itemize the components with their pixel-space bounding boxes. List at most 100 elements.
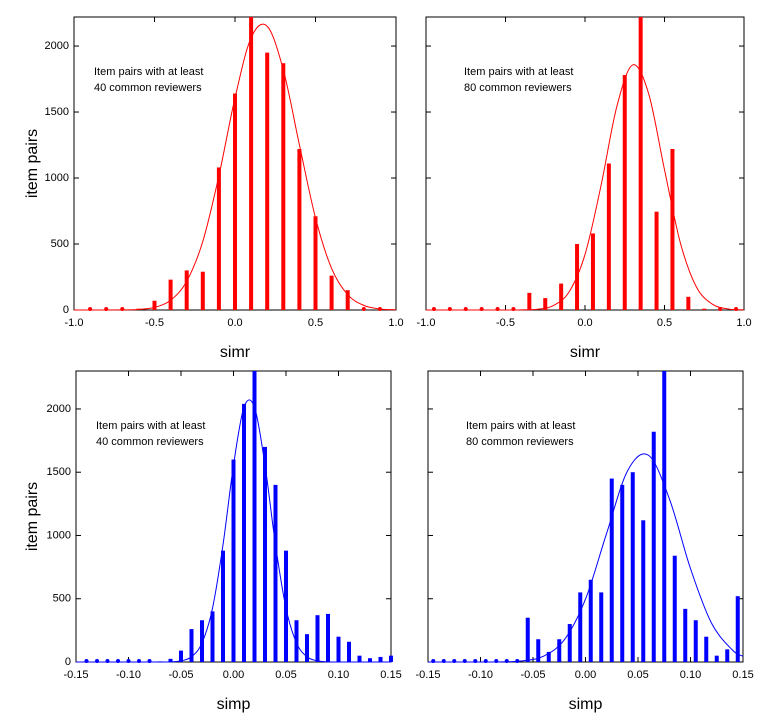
bar xyxy=(567,624,572,662)
annotation: Item pairs with at least xyxy=(464,66,573,78)
bar xyxy=(578,592,583,662)
annotation: 40 common reviewers xyxy=(96,436,204,448)
bar xyxy=(347,641,351,662)
y-tick-label: 1500 xyxy=(47,466,71,478)
annotation: 80 common reviewers xyxy=(466,436,574,448)
x-tick-label: 0.0 xyxy=(227,317,242,329)
bar xyxy=(233,93,237,310)
x-tick-label: 0.5 xyxy=(657,317,672,329)
y-axis-title: item pairs xyxy=(24,129,41,198)
bar xyxy=(345,290,350,310)
y-tick-label: 500 xyxy=(53,593,71,605)
fit-curve xyxy=(76,399,391,663)
bar xyxy=(200,271,205,310)
bar xyxy=(590,233,595,310)
x-tick-label: -0.5 xyxy=(496,317,515,329)
x-tick-label: 0.5 xyxy=(308,317,323,329)
bar xyxy=(683,608,688,662)
bar xyxy=(654,211,659,310)
x-axis-title: simp xyxy=(217,696,251,713)
bar xyxy=(336,636,341,662)
x-tick-label: 0.0 xyxy=(577,317,592,329)
x-axis-title: simp xyxy=(569,696,603,713)
y-tick-label: 500 xyxy=(51,238,69,250)
annotation: 80 common reviewers xyxy=(464,82,572,94)
bar xyxy=(606,163,611,310)
x-tick-label: -1.0 xyxy=(65,317,84,329)
annotation: Item pairs with at least xyxy=(94,66,203,78)
bar xyxy=(641,520,646,662)
y-tick-label: 0 xyxy=(63,304,69,316)
bar xyxy=(389,655,393,662)
bar xyxy=(525,617,530,662)
bar xyxy=(559,283,564,310)
bar xyxy=(216,167,221,310)
bar xyxy=(704,636,709,662)
bar xyxy=(221,550,225,662)
x-tick-label: 0.00 xyxy=(575,669,596,681)
bar xyxy=(557,639,562,662)
bar xyxy=(378,656,383,662)
bar xyxy=(252,371,257,662)
x-axis-title: simr xyxy=(220,344,251,361)
fit-curve xyxy=(428,453,744,663)
bar xyxy=(200,620,204,662)
bar xyxy=(620,484,625,662)
x-tick-label: -0.05 xyxy=(168,669,193,681)
fit-curve xyxy=(426,64,745,311)
x-tick-label: -0.05 xyxy=(520,669,545,681)
bar xyxy=(281,63,286,310)
bar xyxy=(672,555,677,662)
bar xyxy=(242,403,246,662)
panel: -0.15 -0.10 -0.05 0.00 0.05 0.10 0.15 Item pair… xyxy=(415,370,754,713)
annotation: Item pairs with at least xyxy=(96,420,205,432)
bar xyxy=(249,17,254,310)
y-tick-label: 2000 xyxy=(45,40,69,52)
x-tick-label: -0.10 xyxy=(116,669,141,681)
x-tick-label: 0.00 xyxy=(223,669,244,681)
x-tick-label: -0.5 xyxy=(145,317,164,329)
bar xyxy=(361,307,366,311)
bar xyxy=(651,431,656,662)
x-tick-label: 0.10 xyxy=(680,669,701,681)
bar xyxy=(735,596,740,662)
y-tick-label: 2000 xyxy=(47,403,71,415)
bar xyxy=(546,651,551,662)
y-tick-label: 0 xyxy=(65,656,71,668)
y-tick-label: 1000 xyxy=(47,529,71,541)
bar xyxy=(686,296,691,310)
fit-curve xyxy=(74,23,397,311)
bar xyxy=(315,615,320,662)
bar xyxy=(725,649,730,662)
bar xyxy=(702,308,707,310)
bar xyxy=(622,75,627,310)
plot-frame xyxy=(425,16,745,311)
bar xyxy=(734,307,739,311)
annotation: Item pairs with at least xyxy=(466,420,575,432)
x-tick-label: -0.15 xyxy=(63,669,88,681)
bar xyxy=(368,658,372,662)
bar xyxy=(543,298,548,310)
y-tick-label: 1500 xyxy=(45,106,69,118)
bar xyxy=(168,279,173,310)
bar xyxy=(168,658,173,662)
bar xyxy=(527,292,532,310)
bar xyxy=(536,639,541,662)
y-axis-title: item pairs xyxy=(24,482,41,551)
bar xyxy=(630,472,635,662)
x-tick-label: 1.0 xyxy=(736,317,751,329)
bar xyxy=(662,371,667,662)
bar xyxy=(210,611,215,662)
bar xyxy=(326,613,330,662)
x-tick-label: 1.0 xyxy=(388,317,403,329)
bar xyxy=(504,659,509,663)
panel: -1.0 -0.5 0.0 0.5 1.0 Item pairs with at leas… xyxy=(417,16,752,361)
bar xyxy=(693,620,698,662)
bar xyxy=(638,17,643,310)
x-tick-label: 0.15 xyxy=(380,669,401,681)
bar xyxy=(294,620,299,662)
bar xyxy=(305,634,309,662)
bar xyxy=(609,478,614,662)
